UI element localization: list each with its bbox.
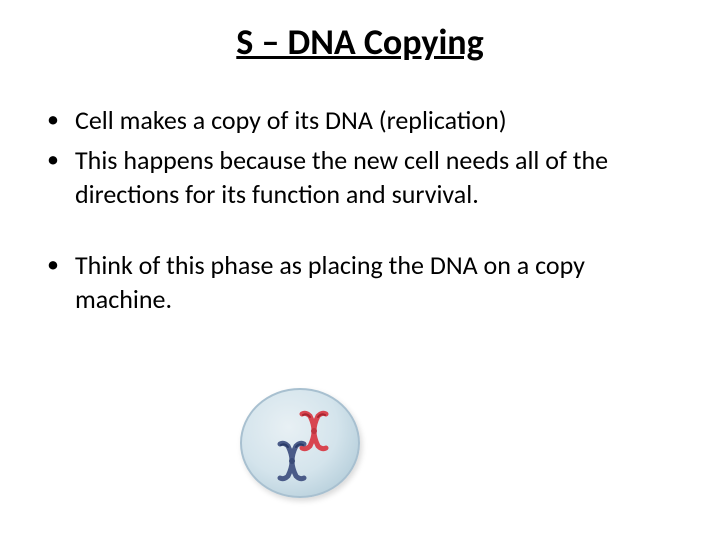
bullet-item: This happens because the new cell needs … [75, 144, 675, 212]
slide-title: S – DNA Copying [45, 20, 675, 64]
bullet-item: Cell makes a copy of its DNA (replicatio… [75, 104, 675, 138]
bullet-item: Think of this phase as placing the DNA o… [75, 249, 675, 317]
cell-diagram [240, 388, 370, 503]
chromosome-blue-icon [272, 440, 312, 482]
bullet-list: Cell makes a copy of its DNA (replicatio… [45, 104, 675, 317]
cell-circle [240, 388, 360, 498]
